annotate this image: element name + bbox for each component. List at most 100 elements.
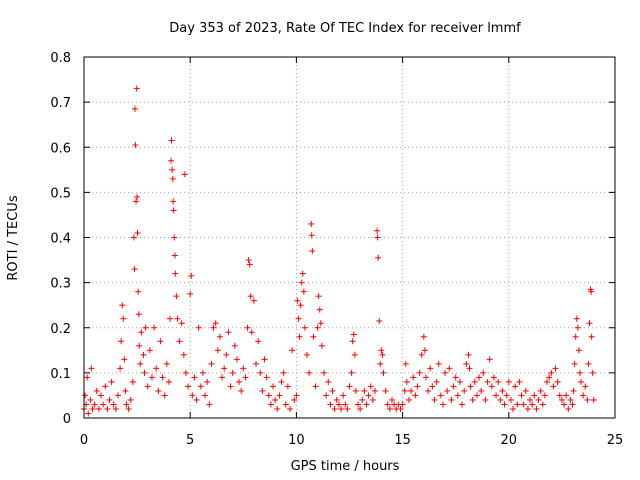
data-point [161,392,168,399]
data-point [110,401,117,408]
data-point [529,401,536,408]
data-point [510,405,517,412]
data-point [289,347,296,354]
data-point [379,351,386,358]
data-point [401,387,408,394]
data-point [469,396,476,403]
data-point [463,360,470,367]
data-point [574,324,581,331]
data-point [214,347,221,354]
data-point [429,383,436,390]
data-point [212,320,219,327]
data-point [221,365,228,372]
y-tick-label: 0 [63,412,71,427]
data-point [117,365,124,372]
data-point [240,365,247,372]
data-point [527,396,534,403]
data-point [584,396,591,403]
data-point [378,347,385,354]
data-point [168,137,175,144]
data-point [294,297,301,304]
data-point [195,324,202,331]
data-point [133,85,140,92]
data-point [585,360,592,367]
data-point [342,401,349,408]
data-point [247,293,254,300]
data-point [437,392,444,399]
data-point [253,360,260,367]
data-point [386,405,393,412]
data-point [524,405,531,412]
data-point [427,365,434,372]
data-point [193,396,200,403]
data-point [174,315,181,322]
data-point [118,338,125,345]
data-point [146,347,153,354]
data-point [127,396,134,403]
data-point [499,387,506,394]
data-point [97,392,104,399]
data-point [189,392,196,399]
data-point [420,333,427,340]
data-point [229,369,236,376]
data-point [245,257,252,264]
data-point [108,378,115,385]
data-point [309,248,316,255]
data-point [488,383,495,390]
data-point [257,369,264,376]
data-point [155,387,162,394]
data-point [314,324,321,331]
data-point [180,351,187,358]
x-tick-label: 10 [288,433,305,448]
data-point [363,401,370,408]
data-point [125,405,132,412]
data-point [402,360,409,367]
data-point [431,396,438,403]
data-point [121,356,128,363]
data-point [471,378,478,385]
data-point [351,351,358,358]
data-point [376,317,383,324]
data-point [567,396,574,403]
data-point [456,378,463,385]
data-point [348,369,355,376]
data-point [284,383,291,390]
data-point [541,392,548,399]
data-point [501,401,508,408]
data-point [382,387,389,394]
data-point [276,392,283,399]
data-point [435,360,442,367]
y-tick-label: 0.3 [50,277,71,292]
x-tick-label: 20 [501,433,518,448]
data-point [182,369,189,376]
y-tick-label: 0.7 [50,96,71,111]
data-point [486,356,493,363]
data-point [317,320,324,327]
data-point [170,207,177,214]
data-point [278,378,285,385]
data-point [544,378,551,385]
data-point [507,396,514,403]
x-tick-label: 0 [80,433,88,448]
data-point [142,324,149,331]
data-point [104,405,111,412]
data-point [138,329,145,336]
data-point [236,378,243,385]
data-point [308,220,315,227]
data-point [410,374,417,381]
data-point [297,302,304,309]
data-point [130,234,137,241]
data-point [210,324,217,331]
data-point [312,383,319,390]
data-point [136,342,143,349]
data-point [102,383,109,390]
data-point [84,374,91,381]
data-point [304,351,311,358]
data-point [575,347,582,354]
data-point [244,324,251,331]
data-point [134,193,141,200]
data-point [255,338,262,345]
data-point [333,396,340,403]
data-point [242,374,249,381]
